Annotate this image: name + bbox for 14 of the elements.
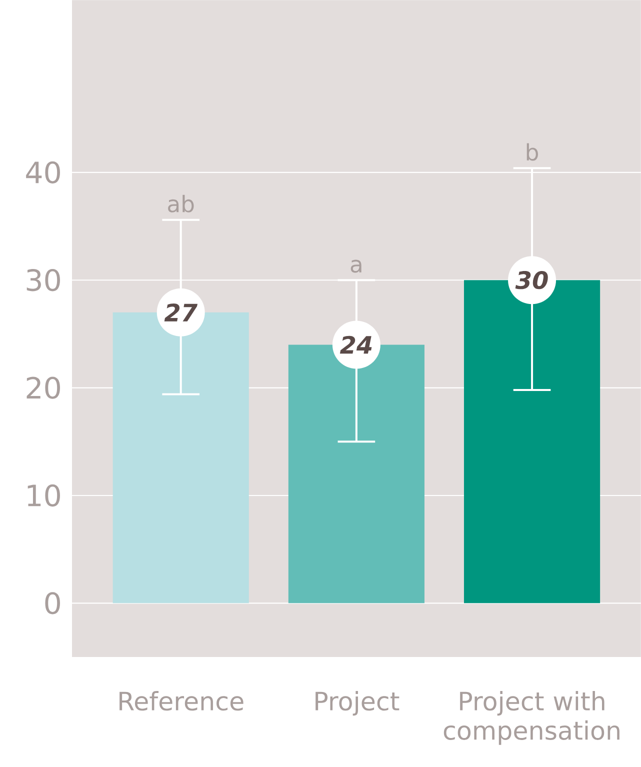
y-tick-label: 40 [26, 161, 60, 184]
y-tick-label: 10 [28, 484, 60, 507]
x-tick-label: Reference [119, 691, 244, 711]
annotation: b [526, 143, 538, 161]
annotation: a [350, 260, 362, 273]
data-label: 24 [340, 336, 372, 354]
annotation: ab [168, 194, 194, 212]
y-tick-label: 30 [26, 269, 60, 292]
data-label: 27 [164, 304, 198, 322]
y-tick-label: 0 [45, 592, 60, 614]
x-tick-label: Project with compensation [444, 691, 620, 745]
y-tick-label: 20 [26, 376, 60, 399]
x-tick-label: Project [315, 691, 399, 716]
data-label: 30 [515, 271, 548, 290]
